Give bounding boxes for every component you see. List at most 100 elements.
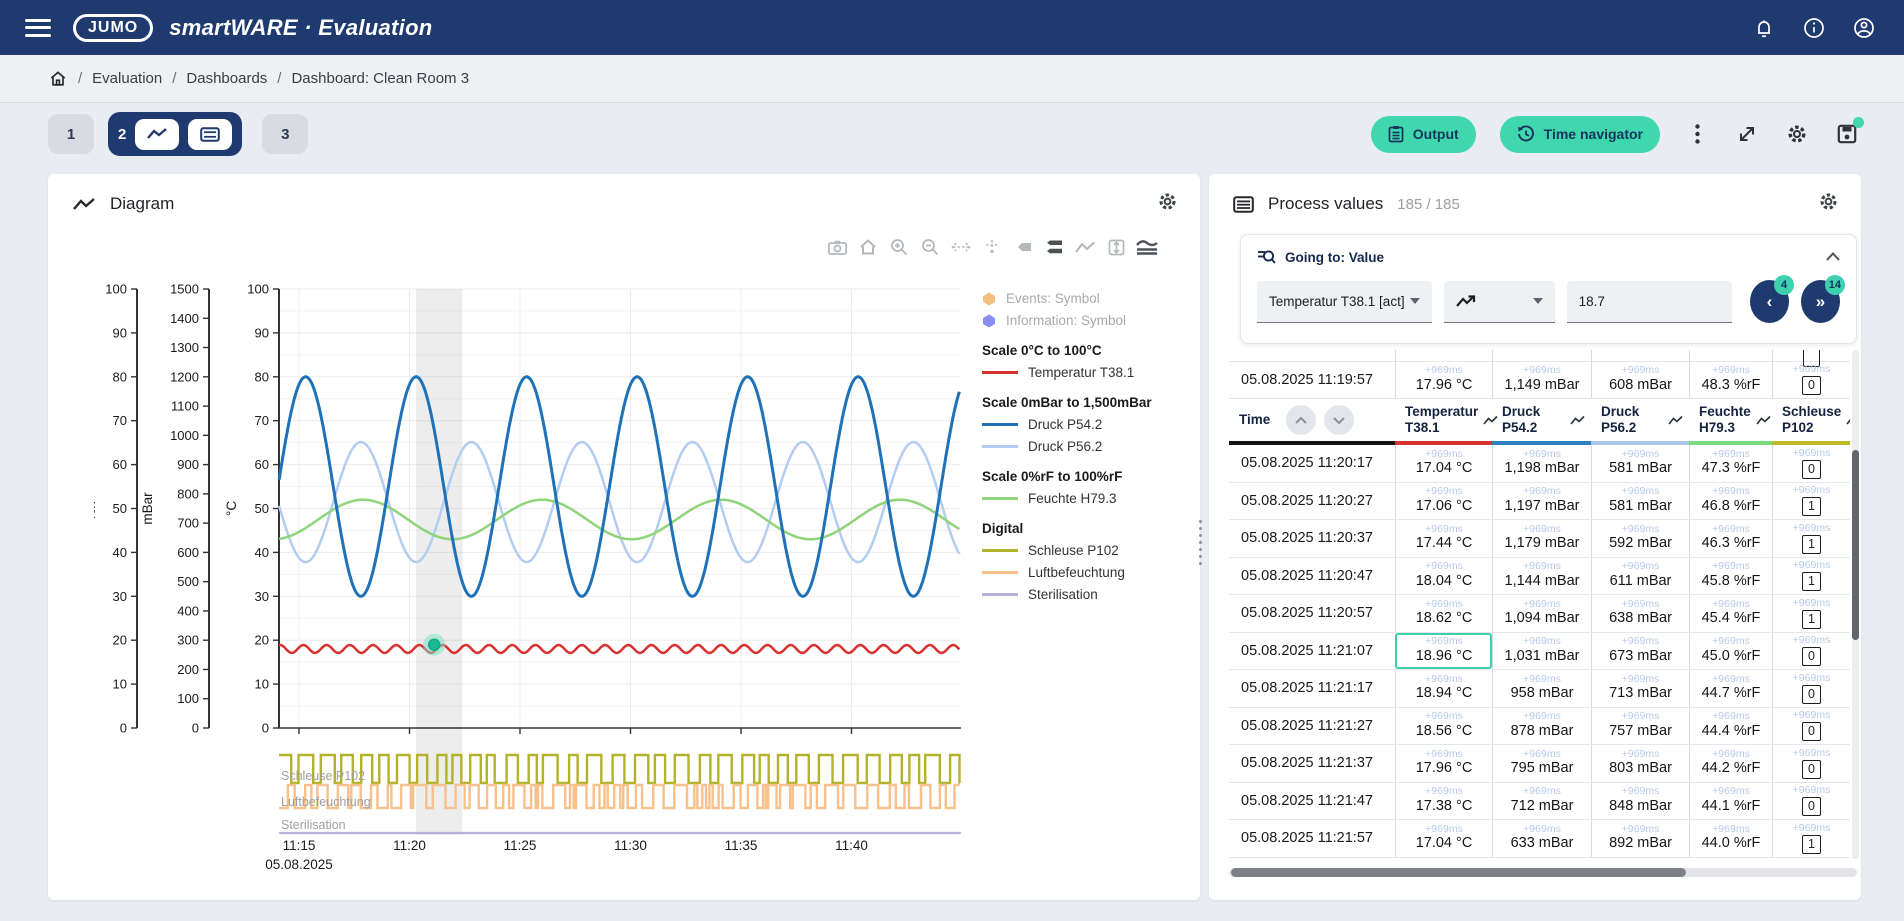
table-row[interactable]: 05.08.2025 11:20:27 +969ms 17.06 °C +969ms 1… [1229,482,1850,520]
ms-offset-label: +969ms [1712,672,1750,685]
cell-time: 05.08.2025 11:21:47 [1241,792,1373,809]
table-row[interactable]: 05.08.2025 11:20:17 +969ms 17.04 °C +969ms 1… [1229,445,1850,483]
svg-text:600: 600 [177,545,199,560]
goto-previous-button[interactable]: ‹ 4 [1750,275,1794,323]
box-select-icon[interactable] [981,236,1003,258]
table-row[interactable]: 05.08.2025 11:19:57 +969ms 17.96 °C +969ms 1… [1229,361,1850,399]
sort-up-button[interactable] [1286,405,1317,435]
reset-home-icon[interactable] [857,236,879,258]
panel-resize-handle[interactable] [1199,520,1203,565]
column-header-feuchte-h79-3[interactable]: Feuchte H79.3 [1689,399,1772,445]
ms-offset-label: +969ms [1712,485,1750,498]
spikelines-icon[interactable] [1105,236,1127,258]
table-row[interactable]: 05.08.2025 11:21:17 +969ms 18.94 °C +969ms 9… [1229,670,1850,708]
table-row[interactable]: 05.08.2025 11:21:07 +969ms 18.96 °C +969ms 1… [1229,632,1850,670]
goto-mode-select[interactable] [1443,280,1555,323]
zoom-out-icon[interactable] [919,236,941,258]
ms-offset-label: +969ms [1621,364,1660,377]
legend-symbol-item[interactable]: Information: Symbol [982,313,1194,328]
cell-schleuse: +969ms 0 [1772,632,1850,669]
table-row[interactable] [1229,350,1850,367]
time-navigator-button[interactable]: Time navigator [1499,115,1660,153]
cell-temp: +969ms 18.56 °C [1395,707,1492,744]
breadcrumb-evaluation[interactable]: Evaluation [92,70,163,87]
series-Temperatur T38.1 [278,643,961,655]
account-icon[interactable] [1852,16,1876,40]
table-row[interactable]: 05.08.2025 11:21:27 +969ms 18.56 °C +969ms 8… [1229,707,1850,745]
legend-series-item[interactable]: Luftbefeuchtung [982,565,1194,580]
line-mode-icon[interactable] [1074,236,1096,258]
cell-p56 [1591,350,1689,367]
column-header-druck-p56-2[interactable]: Druck P56.2 [1591,399,1689,445]
breadcrumb-dashboards[interactable]: Dashboards [186,70,268,87]
table-horizontal-scrollbar[interactable] [1229,868,1857,877]
table-row[interactable]: 05.08.2025 11:21:47 +969ms 17.38 °C +969ms 7… [1229,782,1850,820]
column-header-time[interactable]: Time [1229,399,1395,445]
collapse-chevron-icon[interactable] [1826,248,1840,266]
table-vertical-scrollbar[interactable] [1852,350,1859,859]
ms-offset-label: +969ms [1792,821,1831,834]
ms-offset-label: +969ms [1792,596,1831,609]
mini-trend-icon [1756,415,1771,425]
info-icon[interactable] [1802,16,1826,40]
dashboard-tab-2-active[interactable]: 2 [108,112,243,156]
diagram-chart[interactable]: 0102030405060708090100%rF010020030040050… [94,280,974,900]
diagram-settings-gear-icon[interactable] [1157,191,1178,217]
column-header-temperatur-t38-1[interactable]: Temperatur T38.1 [1395,399,1498,445]
hover-closest-icon[interactable] [1012,236,1034,258]
svg-text:200: 200 [177,662,199,677]
dashboard-tab-3[interactable]: 3 [262,114,309,154]
cell-p56: +969ms 638 mBar [1591,595,1689,632]
goto-channel-select[interactable]: Temperatur T38.1 [act] [1257,280,1432,323]
waveform-compare-icon[interactable] [1136,236,1158,258]
settings-gear-icon[interactable] [1784,121,1810,147]
legend-series-item[interactable]: Feuchte H79.3 [982,491,1194,506]
snapshot-camera-icon[interactable] [826,236,848,258]
ms-offset-label: +969ms [1621,522,1660,535]
legend-series-item[interactable]: Schleuse P102 [982,543,1194,558]
svg-text:500: 500 [177,574,199,589]
table-row[interactable]: 05.08.2025 11:20:47 +969ms 18.04 °C +969ms 1… [1229,557,1850,595]
table-row[interactable]: 05.08.2025 11:21:37 +969ms 17.96 °C +969ms 7… [1229,745,1850,783]
table-row[interactable]: 05.08.2025 11:20:37 +969ms 17.44 °C +969ms 1… [1229,520,1850,558]
hamburger-menu-icon[interactable] [25,18,51,37]
digital-Luftbefeuchtung [279,783,960,810]
dashboard-tab-1[interactable]: 1 [48,114,94,154]
pan-icon[interactable] [950,236,972,258]
cell-p54: +969ms 1,179 mBar [1492,520,1591,557]
cell-schleuse: +969ms 0 [1772,745,1850,782]
save-dashboard-icon[interactable] [1834,117,1864,147]
zoom-in-icon[interactable] [888,236,910,258]
digital-state-box: 0 [1802,647,1821,667]
legend-series-item[interactable]: Sterilisation [982,587,1194,602]
cell-schleuse: +969ms 0 [1772,670,1850,707]
legend-series-item[interactable]: Druck P54.2 [982,417,1194,432]
legend-series-item[interactable]: Druck P56.2 [982,439,1194,454]
goto-next-button[interactable]: » 14 [1801,275,1845,323]
process-values-table[interactable]: 05.08.2025 11:19:57 +969ms 17.96 °C +969ms 1… [1229,350,1850,859]
table-view-toggle[interactable] [188,118,233,150]
sort-down-button[interactable] [1324,405,1355,435]
legend-line-swatch [982,423,1018,426]
table-row[interactable]: 05.08.2025 11:20:57 +969ms 18.62 °C +969ms 1… [1229,595,1850,633]
legend-series-item[interactable]: Temperatur T38.1 [982,365,1194,380]
goto-value-input[interactable]: 18.7 [1566,280,1733,323]
home-icon[interactable] [48,69,68,89]
diagram-panel: Diagram 0 10 20 30 40 50 60 70 80 90 100 %rF 0 100 200… [48,174,1200,900]
fullscreen-expand-icon[interactable] [1734,121,1760,147]
column-header-schleuse-p102[interactable]: Schleuse P102 [1772,399,1850,445]
notifications-bell-icon[interactable] [1752,16,1776,40]
ms-offset-label: +969ms [1792,363,1831,376]
legend-symbol-item[interactable]: Events: Symbol [982,291,1194,306]
dropdown-caret-icon [1532,298,1543,304]
column-header-druck-p54-2[interactable]: Druck P54.2 [1492,399,1591,445]
more-options-kebab-icon[interactable] [1684,121,1710,147]
svg-text:80: 80 [113,369,127,384]
svg-text:400: 400 [177,603,199,618]
hover-compare-icon[interactable] [1043,236,1065,258]
diagram-view-toggle[interactable] [135,118,180,150]
table-row[interactable]: 05.08.2025 11:21:57 +969ms 17.04 °C +969ms 6… [1229,820,1850,858]
process-values-gear-icon[interactable] [1818,191,1839,217]
ms-offset-label: +969ms [1425,635,1463,648]
output-button[interactable]: Output [1370,115,1476,153]
